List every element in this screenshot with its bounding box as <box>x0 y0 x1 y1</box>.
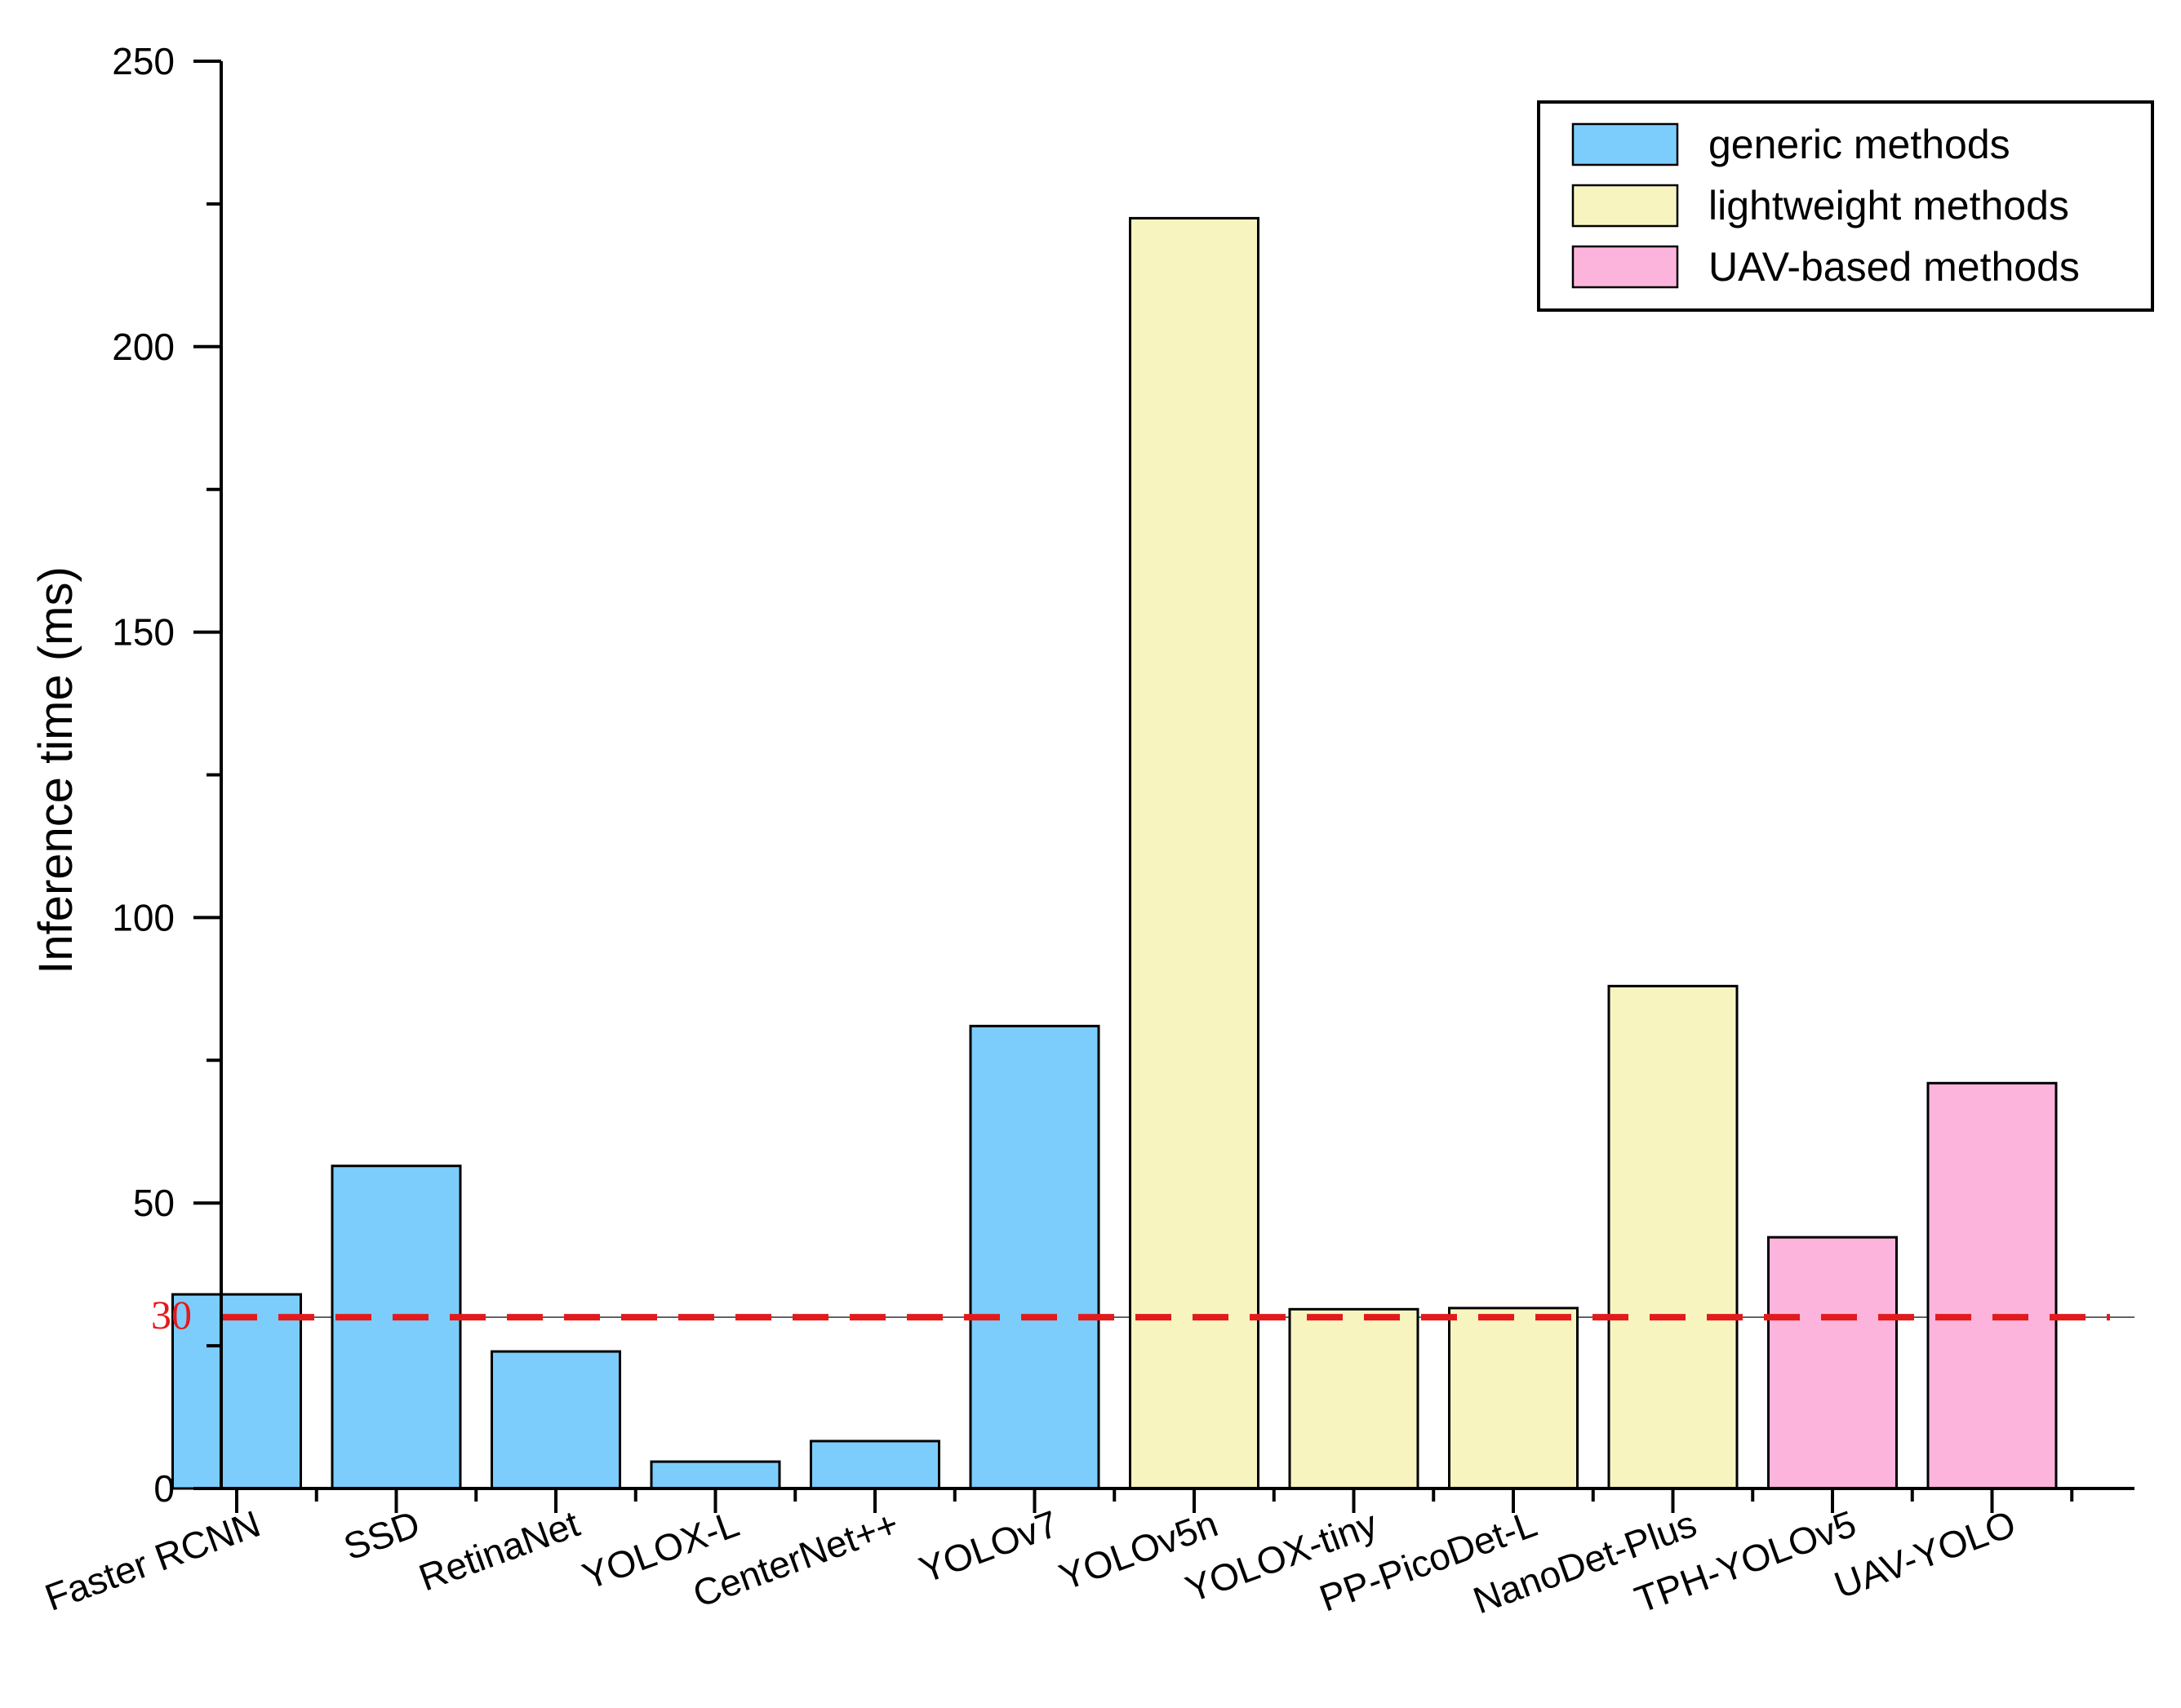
y-tick-label: 150 <box>112 611 175 654</box>
bar-faster-rcnn <box>171 1293 302 1490</box>
legend-swatch-generic-methods <box>1571 122 1679 166</box>
bar-yolox-l <box>650 1460 781 1490</box>
y-axis-title: Inference time (ms) <box>29 566 82 974</box>
y-tick-label: 0 <box>153 1467 175 1510</box>
y-tick-label: 250 <box>112 40 175 82</box>
bar-yolov7 <box>969 1024 1100 1490</box>
bar-yolov5n <box>1129 216 1259 1490</box>
bar-yolox-tiny <box>1288 1307 1419 1490</box>
reference-line-label: 30 <box>151 1292 192 1338</box>
bar-nanodet-plus <box>1607 984 1739 1490</box>
bar-pp-picodet-l <box>1448 1307 1579 1490</box>
legend-swatch-uav-based-methods <box>1571 245 1679 289</box>
legend-label: lightweight methods <box>1708 183 2069 228</box>
legend-label: generic methods <box>1708 122 2010 167</box>
bar-ssd <box>331 1165 462 1490</box>
legend-swatch-lightweight-methods <box>1571 184 1679 228</box>
y-tick-label: 50 <box>133 1182 175 1224</box>
legend-label: UAV-based methods <box>1708 244 2080 290</box>
bars-group <box>171 216 2058 1490</box>
bar-uav-yolo <box>1926 1081 2058 1490</box>
bar-retinanet <box>491 1350 621 1490</box>
reference-dash-group: 30 <box>151 1292 2110 1338</box>
legend: generic methods lightweight methods UAV-ba… <box>1537 100 2154 312</box>
bar-tph-yolov5 <box>1767 1236 1898 1490</box>
y-tick-label: 200 <box>112 326 175 368</box>
y-tick-label: 100 <box>112 896 175 938</box>
bar-centernet- <box>810 1440 940 1490</box>
